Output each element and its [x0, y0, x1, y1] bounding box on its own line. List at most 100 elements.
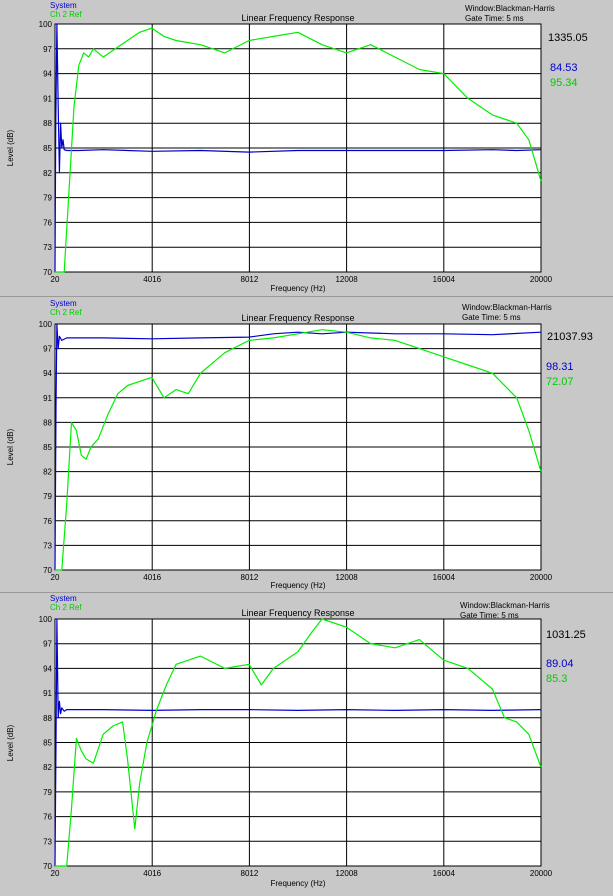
x-tick-label: 20	[51, 275, 60, 284]
x-tick-label: 4016	[143, 573, 161, 582]
x-tick-label: 12008	[335, 275, 358, 284]
legend-ch2-ref-label: Ch 2 Ref	[50, 10, 82, 19]
y-tick-label: 85	[43, 144, 52, 153]
y-tick-label: 73	[43, 837, 52, 846]
y-tick-label: 70	[43, 566, 52, 575]
x-axis-label: Frequency (Hz)	[270, 879, 325, 888]
grid-lines	[55, 24, 541, 272]
frequency-response-chart-1: 20 4016 8012 12008 16004 20000 70 73 76 79 82 85 88 9…	[6, 1, 588, 293]
axis-tick-labels: 20 4016 8012 12008 16004 20000 70 73 76 79 82 85 88 9…	[39, 615, 553, 878]
y-tick-label: 73	[43, 243, 52, 252]
x-tick-label: 12008	[335, 573, 358, 582]
y-tick-label: 97	[43, 345, 52, 354]
gate-time-label: Gate Time: 5 ms	[462, 313, 521, 322]
y-tick-label: 88	[43, 119, 52, 128]
window-label: Window:Blackman-Harris	[465, 4, 555, 13]
x-tick-label: 20	[51, 573, 60, 582]
system-response-line	[54, 618, 542, 867]
x-tick-label: 8012	[241, 573, 259, 582]
y-tick-label: 79	[43, 492, 52, 501]
x-tick-label: 20000	[530, 275, 553, 284]
x-tick-label: 8012	[241, 869, 259, 878]
y-tick-label: 100	[39, 615, 53, 624]
y-tick-label: 76	[43, 813, 52, 822]
y-tick-label: 73	[43, 541, 52, 550]
system-response-line	[54, 323, 542, 571]
axis-tick-labels: 20 4016 8012 12008 16004 20000 70 73 76 79 82 85 88 9…	[39, 320, 553, 582]
y-tick-label: 70	[43, 268, 52, 277]
system-level-readout: 89.04	[546, 658, 574, 670]
frequency-response-chart-3: 20 4016 8012 12008 16004 20000 70 73 76 79 82 85 88 9…	[6, 594, 586, 888]
y-tick-label: 79	[43, 788, 52, 797]
chart-title: Linear Frequency Response	[241, 608, 354, 618]
x-tick-label: 20000	[530, 869, 553, 878]
ch2-ref-level-readout: 95.34	[550, 77, 578, 89]
y-tick-label: 82	[43, 763, 52, 772]
x-tick-label: 4016	[143, 869, 161, 878]
system-level-readout: 84.53	[550, 62, 578, 74]
window-label: Window:Blackman-Harris	[462, 303, 552, 312]
y-tick-label: 97	[43, 45, 52, 54]
cursor-frequency-readout: 1335.05	[548, 32, 588, 44]
series-lines	[54, 323, 542, 571]
x-tick-label: 8012	[241, 275, 259, 284]
cursor-frequency-readout: 21037.93	[547, 331, 593, 343]
y-tick-label: 82	[43, 169, 52, 178]
y-tick-label: 88	[43, 418, 52, 427]
x-tick-label: 20000	[530, 573, 553, 582]
ch2-ref-response-line	[55, 27, 542, 273]
ch2-ref-level-readout: 72.07	[546, 376, 574, 388]
chart-title: Linear Frequency Response	[241, 313, 354, 323]
system-response-line	[54, 23, 542, 273]
series-lines	[54, 618, 542, 867]
frequency-response-panel-1: 20 4016 8012 12008 16004 20000 70 73 76 79 82 85 88 9…	[0, 0, 613, 296]
system-level-readout: 98.31	[546, 361, 574, 373]
legend-ch2-ref-label: Ch 2 Ref	[50, 308, 82, 317]
cursor-frequency-readout: 1031.25	[546, 629, 586, 641]
y-tick-label: 79	[43, 194, 52, 203]
legend-system-label: System	[50, 1, 77, 10]
gate-time-label: Gate Time: 5 ms	[460, 611, 519, 620]
series-lines	[54, 23, 542, 273]
x-tick-label: 4016	[143, 275, 161, 284]
legend-system-label: System	[50, 299, 77, 308]
y-axis-label: Level (dB)	[6, 428, 15, 465]
y-tick-label: 94	[43, 369, 52, 378]
legend-system-label: System	[50, 594, 77, 603]
y-tick-label: 91	[43, 394, 52, 403]
y-tick-label: 85	[43, 443, 52, 452]
y-tick-label: 88	[43, 714, 52, 723]
y-tick-label: 85	[43, 739, 52, 748]
y-tick-label: 91	[43, 94, 52, 103]
y-tick-label: 82	[43, 468, 52, 477]
chart-title: Linear Frequency Response	[241, 13, 354, 23]
ch2-ref-response-line	[55, 618, 542, 867]
x-axis-label: Frequency (Hz)	[270, 581, 325, 590]
frequency-response-panel-2: 20 4016 8012 12008 16004 20000 70 73 76 79 82 85 88 9…	[0, 296, 613, 593]
y-tick-label: 100	[39, 320, 53, 329]
ch2-ref-response-line	[55, 329, 542, 571]
y-tick-label: 76	[43, 517, 52, 526]
y-tick-label: 94	[43, 664, 52, 673]
ch2-ref-level-readout: 85.3	[546, 673, 567, 685]
y-tick-label: 70	[43, 862, 52, 871]
gate-time-label: Gate Time: 5 ms	[465, 14, 524, 23]
x-tick-label: 12008	[335, 869, 358, 878]
y-tick-label: 97	[43, 640, 52, 649]
x-tick-label: 20	[51, 869, 60, 878]
grid-lines	[55, 324, 541, 570]
y-axis-label: Level (dB)	[6, 129, 15, 166]
x-axis-label: Frequency (Hz)	[270, 284, 325, 293]
x-tick-label: 16004	[433, 275, 456, 284]
y-tick-label: 94	[43, 70, 52, 79]
x-tick-label: 16004	[433, 573, 456, 582]
y-tick-label: 91	[43, 689, 52, 698]
window-label: Window:Blackman-Harris	[460, 601, 550, 610]
frequency-response-panel-3: 20 4016 8012 12008 16004 20000 70 73 76 79 82 85 88 9…	[0, 592, 613, 891]
x-tick-label: 16004	[433, 869, 456, 878]
y-axis-label: Level (dB)	[6, 724, 15, 761]
y-tick-label: 100	[39, 20, 53, 29]
y-tick-label: 76	[43, 218, 52, 227]
frequency-response-chart-2: 20 4016 8012 12008 16004 20000 70 73 76 79 82 85 88 9…	[6, 299, 593, 590]
axis-tick-labels: 20 4016 8012 12008 16004 20000 70 73 76 79 82 85 88 9…	[39, 20, 553, 284]
